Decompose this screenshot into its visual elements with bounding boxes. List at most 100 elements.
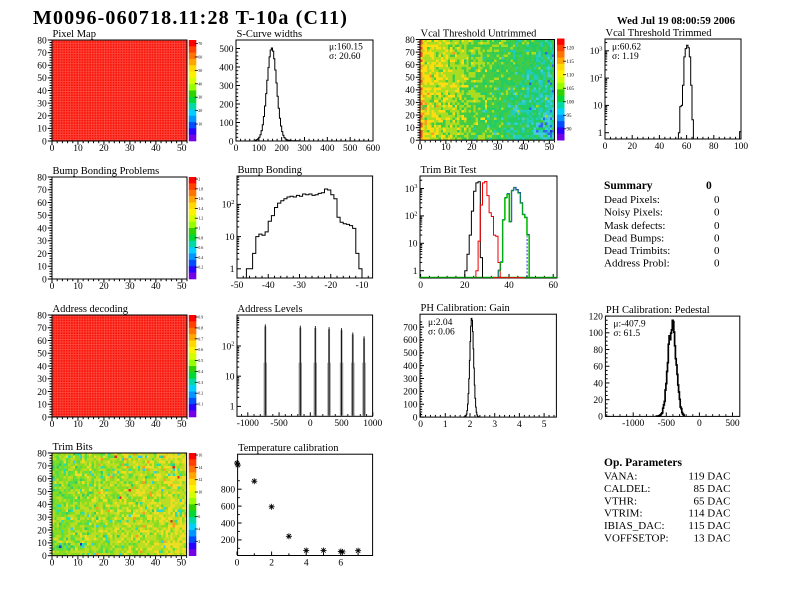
svg-text:0.4: 0.4 (198, 369, 203, 374)
svg-text:10: 10 (225, 373, 235, 383)
svg-text:40: 40 (593, 379, 603, 389)
svg-text:-1000: -1000 (622, 419, 644, 429)
svg-text:3: 3 (492, 420, 497, 430)
svg-text:115 DAC: 115 DAC (688, 520, 730, 532)
svg-text:μ:60.62: μ:60.62 (612, 43, 641, 53)
svg-text:Dead Pixels:: Dead Pixels: (604, 194, 660, 206)
svg-text:8: 8 (198, 502, 200, 507)
svg-text:70: 70 (37, 324, 47, 334)
svg-text:1.4: 1.4 (198, 206, 203, 211)
svg-text:50: 50 (177, 144, 187, 154)
svg-text:103: 103 (590, 46, 603, 58)
svg-text:0: 0 (714, 245, 720, 257)
svg-text:14: 14 (198, 465, 202, 470)
svg-text:60: 60 (37, 199, 47, 209)
svg-text:0: 0 (418, 143, 423, 153)
svg-text:200: 200 (221, 536, 236, 546)
svg-text:119 DAC: 119 DAC (688, 471, 730, 483)
svg-text:105: 105 (567, 87, 575, 92)
svg-text:200: 200 (403, 388, 418, 398)
svg-text:1: 1 (598, 129, 603, 139)
svg-text:PH Calibration: Gain: PH Calibration: Gain (421, 303, 511, 314)
svg-text:60: 60 (37, 475, 47, 485)
svg-text:114 DAC: 114 DAC (688, 508, 730, 520)
svg-text:40: 40 (37, 362, 47, 372)
svg-text:10: 10 (73, 144, 83, 154)
svg-text:600: 600 (403, 336, 418, 346)
svg-text:Pixel Map: Pixel Map (53, 29, 96, 40)
svg-text:20: 20 (627, 142, 637, 152)
svg-text:102: 102 (590, 73, 603, 85)
svg-text:16: 16 (198, 453, 202, 458)
svg-text:400: 400 (403, 362, 418, 372)
svg-text:30: 30 (37, 99, 47, 109)
svg-text:30: 30 (405, 99, 415, 109)
svg-text:10: 10 (198, 122, 202, 127)
svg-text:20: 20 (460, 281, 470, 291)
svg-text:0: 0 (42, 275, 47, 285)
svg-text:Mask defects:: Mask defects: (604, 220, 665, 232)
svg-text:Bump Bonding: Bump Bonding (238, 165, 303, 176)
svg-text:μ:2.04: μ:2.04 (428, 318, 453, 328)
svg-text:80: 80 (593, 346, 603, 356)
svg-text:σ: 20.60: σ: 20.60 (329, 52, 361, 62)
svg-text:80: 80 (709, 142, 719, 152)
svg-text:σ: 61.5: σ: 61.5 (613, 329, 640, 339)
svg-text:10: 10 (441, 143, 451, 153)
svg-text:100: 100 (252, 144, 267, 154)
svg-text:M0096-060718.11:28 T-10a (C11): M0096-060718.11:28 T-10a (C11) (33, 7, 348, 29)
svg-text:1000: 1000 (363, 419, 382, 429)
svg-text:0: 0 (308, 419, 313, 429)
svg-text:Trim Bits: Trim Bits (53, 442, 93, 453)
svg-text:Dead Trimbits:: Dead Trimbits: (604, 245, 670, 257)
svg-text:-500: -500 (658, 419, 676, 429)
svg-text:120: 120 (589, 312, 604, 322)
svg-text:40: 40 (37, 501, 47, 511)
svg-text:103: 103 (405, 183, 418, 195)
svg-text:0: 0 (229, 137, 234, 147)
svg-text:65 DAC: 65 DAC (694, 495, 731, 507)
svg-text:Temperature calibration: Temperature calibration (238, 443, 339, 454)
svg-text:IBIAS_DAC:: IBIAS_DAC: (604, 520, 665, 532)
svg-text:1.2: 1.2 (198, 216, 203, 221)
svg-text:-20: -20 (324, 281, 337, 291)
svg-text:20: 20 (37, 250, 47, 260)
svg-text:40: 40 (151, 559, 161, 569)
svg-text:50: 50 (37, 74, 47, 84)
svg-text:200: 200 (219, 100, 234, 110)
svg-text:0: 0 (714, 206, 720, 218)
svg-text:0.9: 0.9 (198, 315, 203, 320)
svg-text:0.2: 0.2 (198, 265, 203, 270)
svg-text:300: 300 (219, 82, 234, 92)
svg-text:Summary: Summary (604, 180, 653, 192)
svg-text:μ:160.15: μ:160.15 (329, 42, 363, 52)
svg-text:CALDEL:: CALDEL: (604, 483, 650, 495)
svg-text:1: 1 (413, 267, 418, 277)
svg-text:0: 0 (714, 232, 720, 244)
svg-text:10: 10 (37, 263, 47, 273)
svg-text:50: 50 (37, 212, 47, 222)
svg-text:80: 80 (37, 36, 47, 46)
svg-text:Dead Bumps:: Dead Bumps: (604, 232, 664, 244)
svg-text:-10: -10 (356, 281, 369, 291)
svg-text:0: 0 (50, 144, 55, 154)
svg-text:0.6: 0.6 (198, 245, 203, 250)
svg-text:20: 20 (99, 144, 109, 154)
svg-text:70: 70 (405, 48, 415, 58)
svg-text:50: 50 (37, 488, 47, 498)
svg-text:30: 30 (37, 375, 47, 385)
svg-text:70: 70 (37, 49, 47, 59)
svg-text:115: 115 (567, 60, 575, 65)
svg-text:σ: 0.06: σ: 0.06 (428, 328, 455, 338)
svg-text:20: 20 (593, 396, 603, 406)
svg-text:60: 60 (682, 142, 692, 152)
svg-text:50: 50 (177, 282, 187, 292)
svg-text:102: 102 (222, 199, 235, 211)
svg-text:10: 10 (408, 240, 418, 250)
svg-text:600: 600 (366, 144, 381, 154)
svg-text:10: 10 (73, 282, 83, 292)
svg-text:0.8: 0.8 (198, 325, 203, 330)
svg-text:μ:-407.9: μ:-407.9 (613, 320, 646, 330)
svg-text:0.1: 0.1 (198, 402, 203, 407)
svg-text:20: 20 (99, 282, 109, 292)
